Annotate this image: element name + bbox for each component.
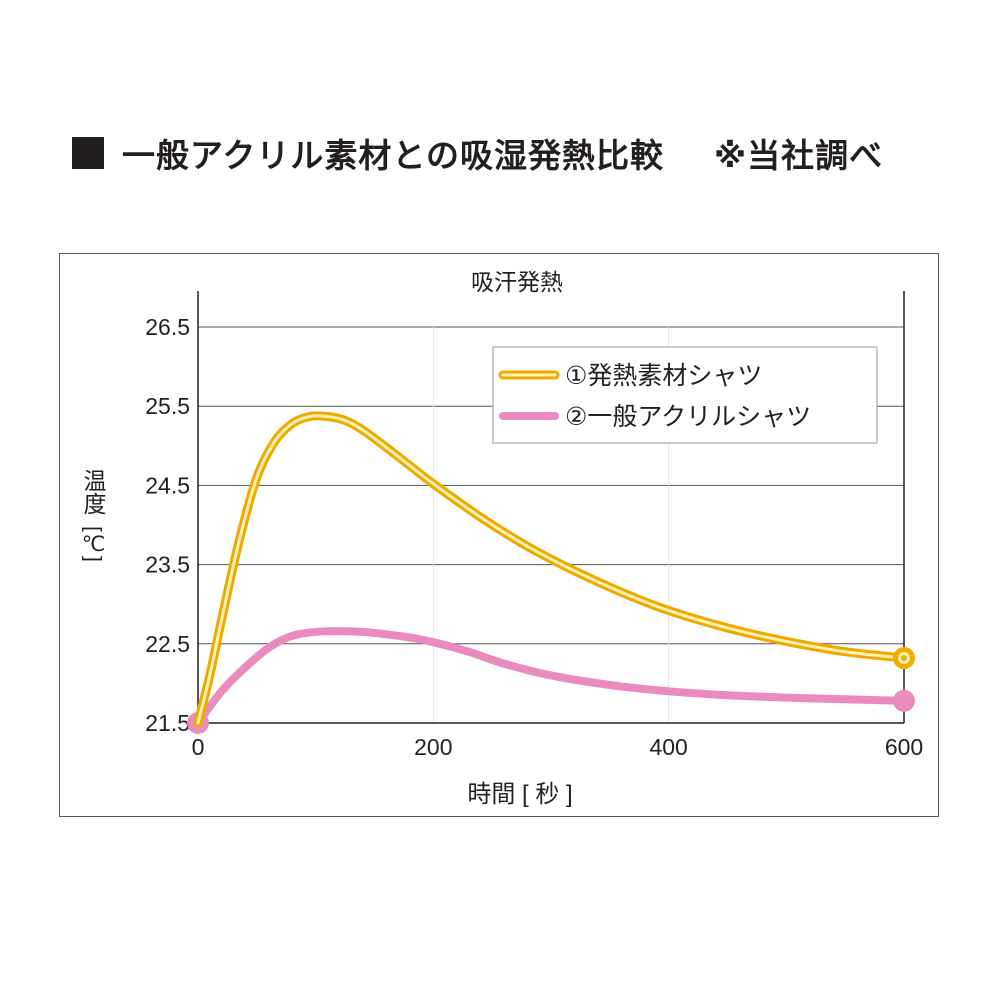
y-axis-label: 温度	[80, 469, 107, 515]
legend-label: ②一般アクリルシャツ	[565, 403, 811, 431]
series-end-point-core	[901, 655, 907, 662]
line-chart: 21.5 22.5 23.5 24.5 25.5 26.5 0 200 400 600 ①発熱素材…	[80, 269, 923, 808]
heading-title: 一般アクリル素材との吸湿発熱比較	[122, 136, 665, 175]
y-tick-label: 26.5	[145, 314, 190, 340]
x-tick-label: 600	[885, 734, 923, 760]
heading-note: ※当社調べ	[714, 136, 884, 175]
x-tick-label: 400	[649, 734, 687, 760]
square-bullet-icon	[72, 137, 104, 169]
y-tick-label: 25.5	[145, 393, 190, 419]
y-tick-label: 22.5	[145, 631, 190, 657]
legend: ①発熱素材シャツ ②一般アクリルシャツ	[492, 346, 878, 444]
y-tick-label: 21.5	[145, 710, 190, 736]
series-layer	[187, 411, 915, 734]
y-axis-unit: [℃]	[82, 526, 105, 562]
y-tick-label: 23.5	[145, 552, 190, 578]
series-end-point-acrylic-shirt	[893, 689, 915, 712]
series-line-heat-shirt-highlight	[196, 414, 906, 725]
legend-box	[492, 346, 878, 444]
axis-layer: 21.5 22.5 23.5 24.5 25.5 26.5 0 200 400 600	[145, 291, 923, 760]
chart-title: 吸汗発熱	[471, 269, 563, 295]
y-tick-label: 24.5	[145, 472, 190, 498]
x-axis-label: 時間 [ 秒 ]	[467, 781, 572, 808]
x-tick-label: 0	[192, 734, 205, 760]
chart-heading: 一般アクリル素材との吸湿発熱比較 ※当社調べ	[72, 128, 952, 178]
legend-label: ①発熱素材シャツ	[565, 362, 762, 390]
chart-frame: 21.5 22.5 23.5 24.5 25.5 26.5 0 200 400 600 ①発熱素材…	[59, 253, 939, 817]
x-tick-label: 200	[414, 734, 452, 760]
series-line-acrylic-shirt	[194, 627, 908, 727]
